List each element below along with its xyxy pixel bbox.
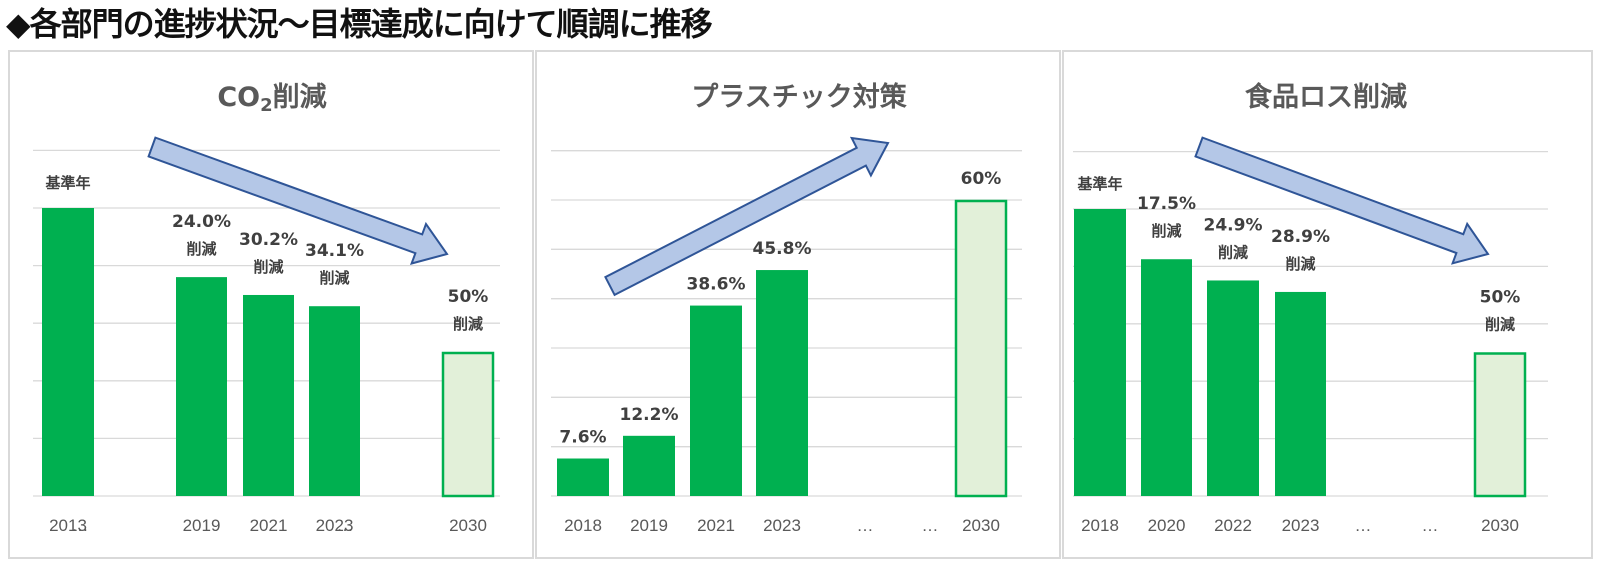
- target-bar: [954, 199, 1008, 498]
- bar: [243, 294, 294, 496]
- x-tick-label: 2020: [1148, 516, 1186, 535]
- data-label: 50%: [448, 287, 489, 307]
- data-label: 45.8%: [753, 239, 812, 259]
- x-tick-label: 2023: [763, 516, 801, 535]
- x-tick-label: 2021: [250, 516, 288, 535]
- x-tick-label: 2019: [630, 516, 668, 535]
- bar: [756, 270, 808, 496]
- bar: [557, 458, 609, 496]
- co2-chart-panel: CO2削減 基準年 2013… 24.0% 削減 2019 30.2% 削減 2021 34.1%…: [8, 50, 534, 559]
- bar: [690, 305, 742, 496]
- x-tick-label: 2030: [449, 516, 487, 535]
- data-label: 28.9%: [1271, 227, 1330, 247]
- target-bar: [1473, 352, 1527, 498]
- x-tick-label: 2030: [1481, 516, 1519, 535]
- bar: [309, 306, 360, 496]
- target-bar: [441, 351, 495, 498]
- x-tick-label: 2030: [962, 516, 1000, 535]
- x-tick-label: 2019: [183, 516, 221, 535]
- data-label: 17.5%: [1137, 194, 1196, 214]
- data-label: 削減: [1218, 243, 1248, 261]
- x-tick-label: …: [72, 516, 89, 535]
- bar: [42, 208, 94, 496]
- x-tick-label: 2018: [1081, 516, 1119, 535]
- data-label: 24.0%: [172, 212, 231, 232]
- plastic-chart: プラスチック対策 7.6% 2018 12.2% 2019 38.6% 2021 45.8% 2…: [551, 81, 1022, 535]
- data-label: 34.1%: [305, 241, 364, 261]
- data-label: 12.2%: [620, 405, 679, 425]
- x-tick-label: 2022: [1214, 516, 1252, 535]
- bar: [1275, 291, 1326, 496]
- plastic-chart-panel: プラスチック対策 7.6% 2018 12.2% 2019 38.6% 2021 45.8% 2…: [535, 50, 1061, 559]
- x-tick-label: 2023: [1282, 516, 1320, 535]
- x-tick-label: 2023: [316, 516, 354, 535]
- x-tick-label: …: [1422, 516, 1439, 535]
- trend-arrow-icon: [147, 136, 449, 265]
- page-title: ◆各部門の進捗状況～目標達成に向けて順調に推移: [6, 5, 713, 43]
- bar: [1141, 259, 1192, 496]
- bar: [1074, 209, 1126, 496]
- data-label: 7.6%: [559, 428, 606, 448]
- x-tick-label: 2013: [49, 516, 87, 535]
- data-label: 削減: [319, 269, 349, 287]
- x-tick-label: 2018: [564, 516, 602, 535]
- data-label: 基準年: [1076, 175, 1122, 193]
- data-label: 24.9%: [1204, 215, 1263, 235]
- x-tick-label: …: [1355, 516, 1372, 535]
- chart-title: 食品ロス削減: [1245, 81, 1407, 113]
- trend-arrow-icon: [1194, 136, 1490, 265]
- data-label: 削減: [253, 258, 283, 276]
- bar: [623, 435, 675, 496]
- data-label: 基準年: [44, 174, 90, 192]
- data-label: 38.6%: [687, 275, 746, 295]
- bar: [176, 277, 227, 496]
- bar: [1207, 280, 1259, 496]
- x-tick-label: …: [922, 516, 939, 535]
- chart-title: CO2削減: [217, 82, 326, 116]
- data-label: 削減: [1151, 222, 1181, 240]
- data-label: 60%: [961, 169, 1002, 189]
- trend-arrow-icon: [604, 136, 890, 297]
- x-tick-label: …: [857, 516, 874, 535]
- data-label: 30.2%: [239, 230, 298, 250]
- x-tick-label: 2021: [697, 516, 735, 535]
- data-label: 50%: [1480, 288, 1521, 308]
- food-loss-chart-panel: 食品ロス削減基準年 2018 17.5% 削減 2020 24.9% 削減 2022 28.9%…: [1062, 50, 1593, 559]
- co2-chart: CO2削減基準年2013…24.0%削減201930.2%削減202134.1%…: [33, 82, 500, 535]
- data-label: 削減: [453, 315, 483, 333]
- data-label: 削減: [1285, 255, 1315, 273]
- data-label: 削減: [1485, 316, 1515, 334]
- x-tick-label: …: [337, 516, 354, 535]
- chart-title: プラスチック対策: [691, 81, 907, 113]
- data-label: 削減: [186, 240, 216, 258]
